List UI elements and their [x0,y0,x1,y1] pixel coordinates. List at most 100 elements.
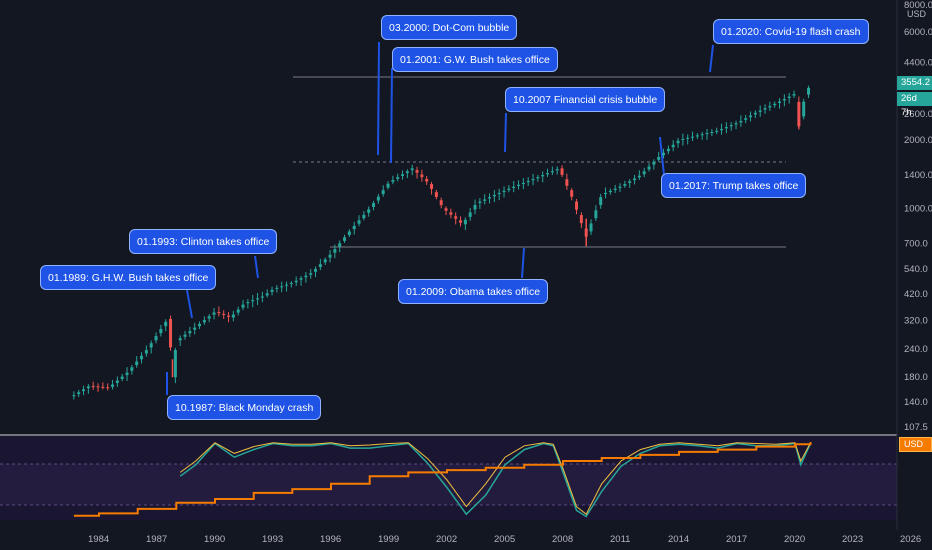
candle-body [251,300,255,302]
candle-body [120,376,124,379]
candle-body [739,120,743,123]
annotation-clinton[interactable]: 01.1993: Clinton takes office [129,229,278,254]
candle-body [314,268,318,272]
candle-body [376,196,380,201]
annotation-obama[interactable]: 01.2009: Obama takes office [398,279,549,304]
candle-body [173,350,177,378]
candle-body [589,223,593,232]
candle-body [357,220,361,224]
annotation-blackmonday[interactable]: 10.1987: Black Monday crash [167,395,322,420]
candle-body [343,237,347,241]
candle-body [546,173,550,175]
candle-body [734,123,738,125]
candle-body [478,201,482,204]
candle-body [294,280,298,283]
candle-body [463,219,467,225]
candle-body [135,361,139,366]
candle-body [96,386,100,388]
oscillator-orange-line [73,442,812,517]
candle-body [309,273,313,275]
last-price-tag: 3554.2 [897,76,932,90]
pointer-covid [709,44,714,73]
y-tick-label: 8000.0 [904,0,932,11]
candle-body [550,171,554,173]
annotation-covid[interactable]: 01.2020: Covid-19 flash crash [713,19,869,44]
candle-body [787,96,791,99]
candle-body [517,184,521,186]
time-axis[interactable]: 1984 1987 1990 1993 1996 1999 2002 2005 2008 2011… [88,534,932,545]
annotation-trump[interactable]: 01.2017: Trump takes office [661,173,807,198]
candle-body [372,203,376,207]
axis-currency-label: USD [907,9,927,19]
candle-body [473,204,477,210]
candle-body [338,243,342,247]
candle-body [536,177,540,179]
candle-body [720,129,724,131]
candle-body [468,212,472,217]
candle-body [410,168,414,171]
candle-body [671,144,675,148]
candle-body [236,309,240,313]
candle-body [555,169,559,171]
candle-body [241,304,245,308]
candle-body [193,327,197,330]
pointer-trump [659,136,665,176]
candle-body [77,392,81,395]
candle-body [275,287,279,289]
candle-body [459,220,463,223]
candle-body [212,312,216,315]
annotation-crisis[interactable]: 10.2007 Financial crisis bubble [505,87,666,112]
candle-body [642,171,646,175]
candle-body [768,106,772,108]
candle-body [265,293,269,296]
candle-body [130,367,134,371]
y-tick-label: 420.0 [904,289,928,300]
candle-body [541,175,545,177]
candle-body [773,103,777,106]
x-tick-label: 2005 [494,534,515,545]
candle-body [405,171,409,174]
candle-body [652,161,656,165]
candle-body [304,275,308,278]
candle-body [613,188,617,191]
candle-body [285,284,289,286]
annotation-dotcom[interactable]: 03.2000: Dot-Com bubble [381,15,518,40]
candle-body [164,321,168,327]
candle-body [724,127,728,129]
candle-body [430,184,434,189]
candle-body [666,148,670,152]
annotation-gwbush[interactable]: 01.2001: G.W. Bush takes office [392,47,558,72]
candle-body [159,328,163,334]
candle-body [744,118,748,120]
candle-body [386,183,390,188]
y-tick-label: 2000.0 [904,135,932,146]
price-axis[interactable]: 107.5 140.0 180.0 240.0 320.0 420.0 540.0 700.0… [904,0,932,433]
candle-body [608,190,612,193]
candle-body [599,197,603,206]
candle-body [396,177,400,179]
annotation-ghwbush[interactable]: 01.1989: G.H.W. Bush takes office [40,265,217,290]
candle-body [207,316,211,319]
candle-body [502,190,506,193]
candle-body [623,184,627,186]
candle-body [749,115,753,118]
candle-body [367,209,371,213]
candle-body [531,179,535,181]
candle-body [270,289,274,292]
candle-body [188,331,192,334]
candle-body [434,192,438,197]
pointer-gwbush [390,67,393,164]
x-tick-label: 2014 [668,534,689,545]
pointer-dotcom [377,41,380,156]
candle-body [449,212,453,215]
y-tick-label: 140.0 [904,397,928,408]
candle-body [782,99,786,101]
candle-body [289,283,293,285]
candle-body [280,286,284,288]
x-tick-label: 2008 [552,534,573,545]
candle-body [86,386,90,389]
candle-body [753,112,757,115]
candle-body [425,178,429,182]
candle-body [420,174,424,178]
